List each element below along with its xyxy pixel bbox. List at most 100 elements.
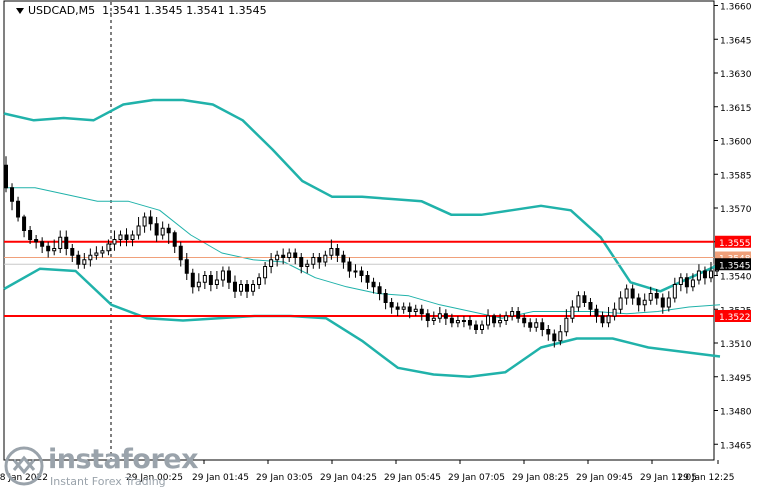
candlestick <box>353 264 358 278</box>
candle-body <box>486 315 491 326</box>
y-tick-label: 1.3570 <box>720 205 752 215</box>
candlestick <box>40 237 45 253</box>
candle-body <box>546 329 551 335</box>
candle-body <box>504 315 509 321</box>
candle-body <box>534 322 539 328</box>
candle-body <box>636 297 641 306</box>
candle-body <box>702 270 707 279</box>
candle-body <box>600 315 605 324</box>
candlestick <box>94 246 99 260</box>
candle-body <box>190 272 195 288</box>
candlestick <box>401 302 406 314</box>
candle-body <box>606 315 611 324</box>
price-tag-resistance-bg <box>715 235 751 248</box>
candlestick <box>672 277 677 303</box>
candle-body <box>124 234 129 240</box>
candlestick <box>208 271 213 292</box>
candlestick <box>413 304 418 316</box>
candle-body <box>431 317 436 321</box>
candle-body <box>654 293 659 299</box>
x-tick-label: 29 Jan 03:05 <box>256 473 313 483</box>
ohlc-readout: 1.3541 1.3545 1.3541 1.3545 <box>102 4 267 17</box>
candle-body <box>40 241 45 247</box>
candlestick <box>269 253 274 274</box>
candlestick <box>498 313 503 328</box>
candle-body <box>401 306 406 310</box>
candlestick <box>588 298 593 316</box>
candle-body <box>588 302 593 310</box>
candle-body <box>287 252 292 258</box>
candle-body <box>10 187 15 202</box>
candlestick <box>431 311 436 325</box>
candlestick <box>305 259 310 274</box>
candlestick <box>455 316 460 328</box>
candlestick <box>100 246 105 258</box>
candle-body <box>371 281 376 288</box>
candle-body <box>299 257 304 267</box>
candlestick <box>636 293 641 312</box>
y-tick-label: 1.3540 <box>720 273 752 283</box>
candle-body <box>618 297 623 310</box>
candlestick <box>311 253 316 269</box>
candlestick <box>510 307 515 321</box>
candle-body <box>142 216 147 227</box>
candlestick <box>46 241 51 258</box>
candle-body <box>365 275 370 283</box>
candle-body <box>100 250 105 254</box>
candlestick <box>678 273 683 292</box>
candle-body <box>16 200 21 218</box>
x-tick-label: 28 Jan 2022 <box>0 473 48 483</box>
candle-body <box>570 306 575 319</box>
candlestick <box>34 235 39 249</box>
candlestick <box>148 210 153 231</box>
candle-body <box>473 324 478 330</box>
candle-body <box>425 313 430 321</box>
candlestick <box>612 302 617 321</box>
candlestick <box>293 248 298 265</box>
candlestick <box>166 223 171 244</box>
candlestick <box>335 244 340 262</box>
price-tag-support-text: 1.3522 <box>719 313 751 323</box>
candle-body <box>492 315 497 324</box>
candlestick <box>642 293 647 312</box>
candle-body <box>612 308 617 317</box>
candle-body <box>311 257 316 265</box>
candle-body <box>70 248 75 256</box>
candlestick <box>666 291 671 312</box>
candlestick <box>395 302 400 316</box>
candlestick <box>184 253 189 280</box>
candlestick <box>467 316 472 330</box>
y-tick-label: 1.3645 <box>720 36 752 46</box>
candle-body <box>52 248 57 252</box>
candle-body <box>582 295 587 303</box>
candlestick <box>600 311 605 328</box>
candlestick <box>226 266 231 289</box>
candlestick <box>702 266 707 285</box>
candlestick <box>618 291 623 314</box>
x-tick-label: 29 Jan 08:25 <box>512 473 569 483</box>
candle-body <box>154 223 159 236</box>
candlestick <box>419 304 424 321</box>
price-axis: 1.3660 1.3645 1.3630 1.3615 1.3600 1.3585 1.35… <box>714 3 752 451</box>
candlestick <box>648 286 653 305</box>
candle-body <box>672 284 677 299</box>
x-tick-label: 29 Jan 01:45 <box>192 473 249 483</box>
candlestick <box>178 241 183 267</box>
candlestick <box>516 307 521 323</box>
candlestick <box>28 226 33 244</box>
price-tag-resistance: 1.3555 <box>715 235 751 249</box>
candle-body <box>684 277 689 288</box>
candle-body <box>106 243 111 252</box>
candlestick <box>534 318 539 332</box>
candle-body <box>576 295 581 308</box>
x-tick-label: 29 Jan 04:25 <box>320 473 377 483</box>
candlestick <box>64 230 69 256</box>
caret-down-icon[interactable] <box>16 8 24 14</box>
candle-body <box>353 270 358 273</box>
candlestick <box>660 293 665 314</box>
candle-body <box>323 254 328 263</box>
candle-body <box>419 308 424 315</box>
candle-body <box>329 248 334 256</box>
candle-body <box>696 270 701 281</box>
